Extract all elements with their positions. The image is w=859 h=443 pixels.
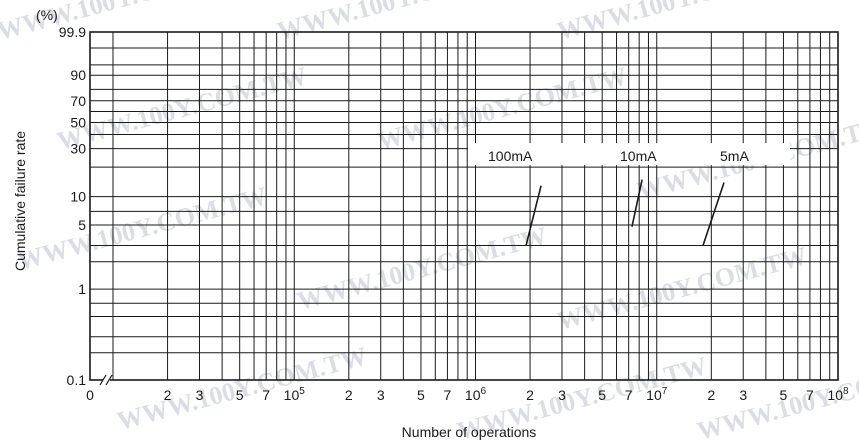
y-tick-label: 5 bbox=[78, 217, 86, 233]
y-tick-label: 0.1 bbox=[67, 372, 87, 388]
x-tick-label: 2 bbox=[526, 387, 534, 403]
x-tick-label: 0 bbox=[86, 387, 94, 403]
series-layer: 100mA 10mA 5mA bbox=[488, 148, 749, 246]
series-line bbox=[631, 179, 643, 227]
y-tick-labels: 99.9 90 70 50 30 10 5 1 0.1 bbox=[59, 24, 86, 388]
x-tick-labels: 0 2 3 5 7 105 2 3 5 7 106 2 3 5 7 107 2 3 5 7 108 bbox=[86, 386, 849, 403]
x-tick-label: 107 bbox=[646, 386, 668, 403]
series-line bbox=[525, 185, 542, 246]
x-tick-label: 2 bbox=[707, 387, 715, 403]
x-tick-label: 5 bbox=[598, 387, 606, 403]
x-tick-label: 105 bbox=[284, 386, 306, 403]
y-tick-label: 99.9 bbox=[59, 24, 86, 40]
x-tick-label: 2 bbox=[345, 387, 353, 403]
watermark-text: WWW.100Y.COM.TW bbox=[294, 221, 550, 316]
series-label: 100mA bbox=[488, 148, 533, 164]
x-tick-label: 7 bbox=[262, 387, 270, 403]
watermark-text: WWW.100Y.COM.TW bbox=[554, 241, 810, 336]
axis-break-mark bbox=[99, 374, 113, 386]
x-tick-label: 3 bbox=[739, 387, 747, 403]
series-label: 10mA bbox=[620, 148, 657, 164]
x-tick-label: 2 bbox=[164, 387, 172, 403]
x-tick-label: 7 bbox=[444, 387, 452, 403]
y-axis-title: Cumulative failure rate bbox=[12, 131, 28, 271]
y-tick-label: 1 bbox=[78, 281, 86, 297]
axis-break-gap bbox=[103, 375, 110, 385]
y-unit-label: (%) bbox=[36, 7, 58, 23]
y-tick-label: 10 bbox=[70, 189, 86, 205]
watermark-text: WWW.100Y.COM.TW bbox=[554, 0, 810, 46]
x-tick-label: 106 bbox=[465, 386, 487, 403]
x-tick-label: 5 bbox=[236, 387, 244, 403]
series-10mA: 10mA bbox=[620, 148, 657, 227]
series-5mA: 5mA bbox=[702, 148, 749, 246]
x-tick-label: 7 bbox=[625, 387, 633, 403]
x-tick-label: 3 bbox=[377, 387, 385, 403]
x-tick-label: 3 bbox=[196, 387, 204, 403]
y-tick-label: 90 bbox=[70, 67, 86, 83]
x-tick-label: 3 bbox=[558, 387, 566, 403]
y-tick-label: 50 bbox=[70, 115, 86, 131]
x-tick-label: 5 bbox=[780, 387, 788, 403]
series-label-band bbox=[468, 143, 790, 166]
y-tick-label: 30 bbox=[70, 141, 86, 157]
series-100mA: 100mA bbox=[488, 148, 542, 246]
x-tick-label: 7 bbox=[806, 387, 814, 403]
series-label: 5mA bbox=[720, 148, 749, 164]
y-tick-label: 70 bbox=[70, 93, 86, 109]
plot-frame bbox=[89, 31, 839, 381]
series-line bbox=[702, 182, 725, 246]
axis-break-slashes bbox=[99, 374, 113, 386]
x-axis-title: Number of operations bbox=[402, 424, 537, 440]
x-tick-label: 5 bbox=[417, 387, 425, 403]
watermark-text: WWW.100Y.COM.TW bbox=[274, 0, 530, 46]
plot-grid bbox=[90, 32, 838, 380]
